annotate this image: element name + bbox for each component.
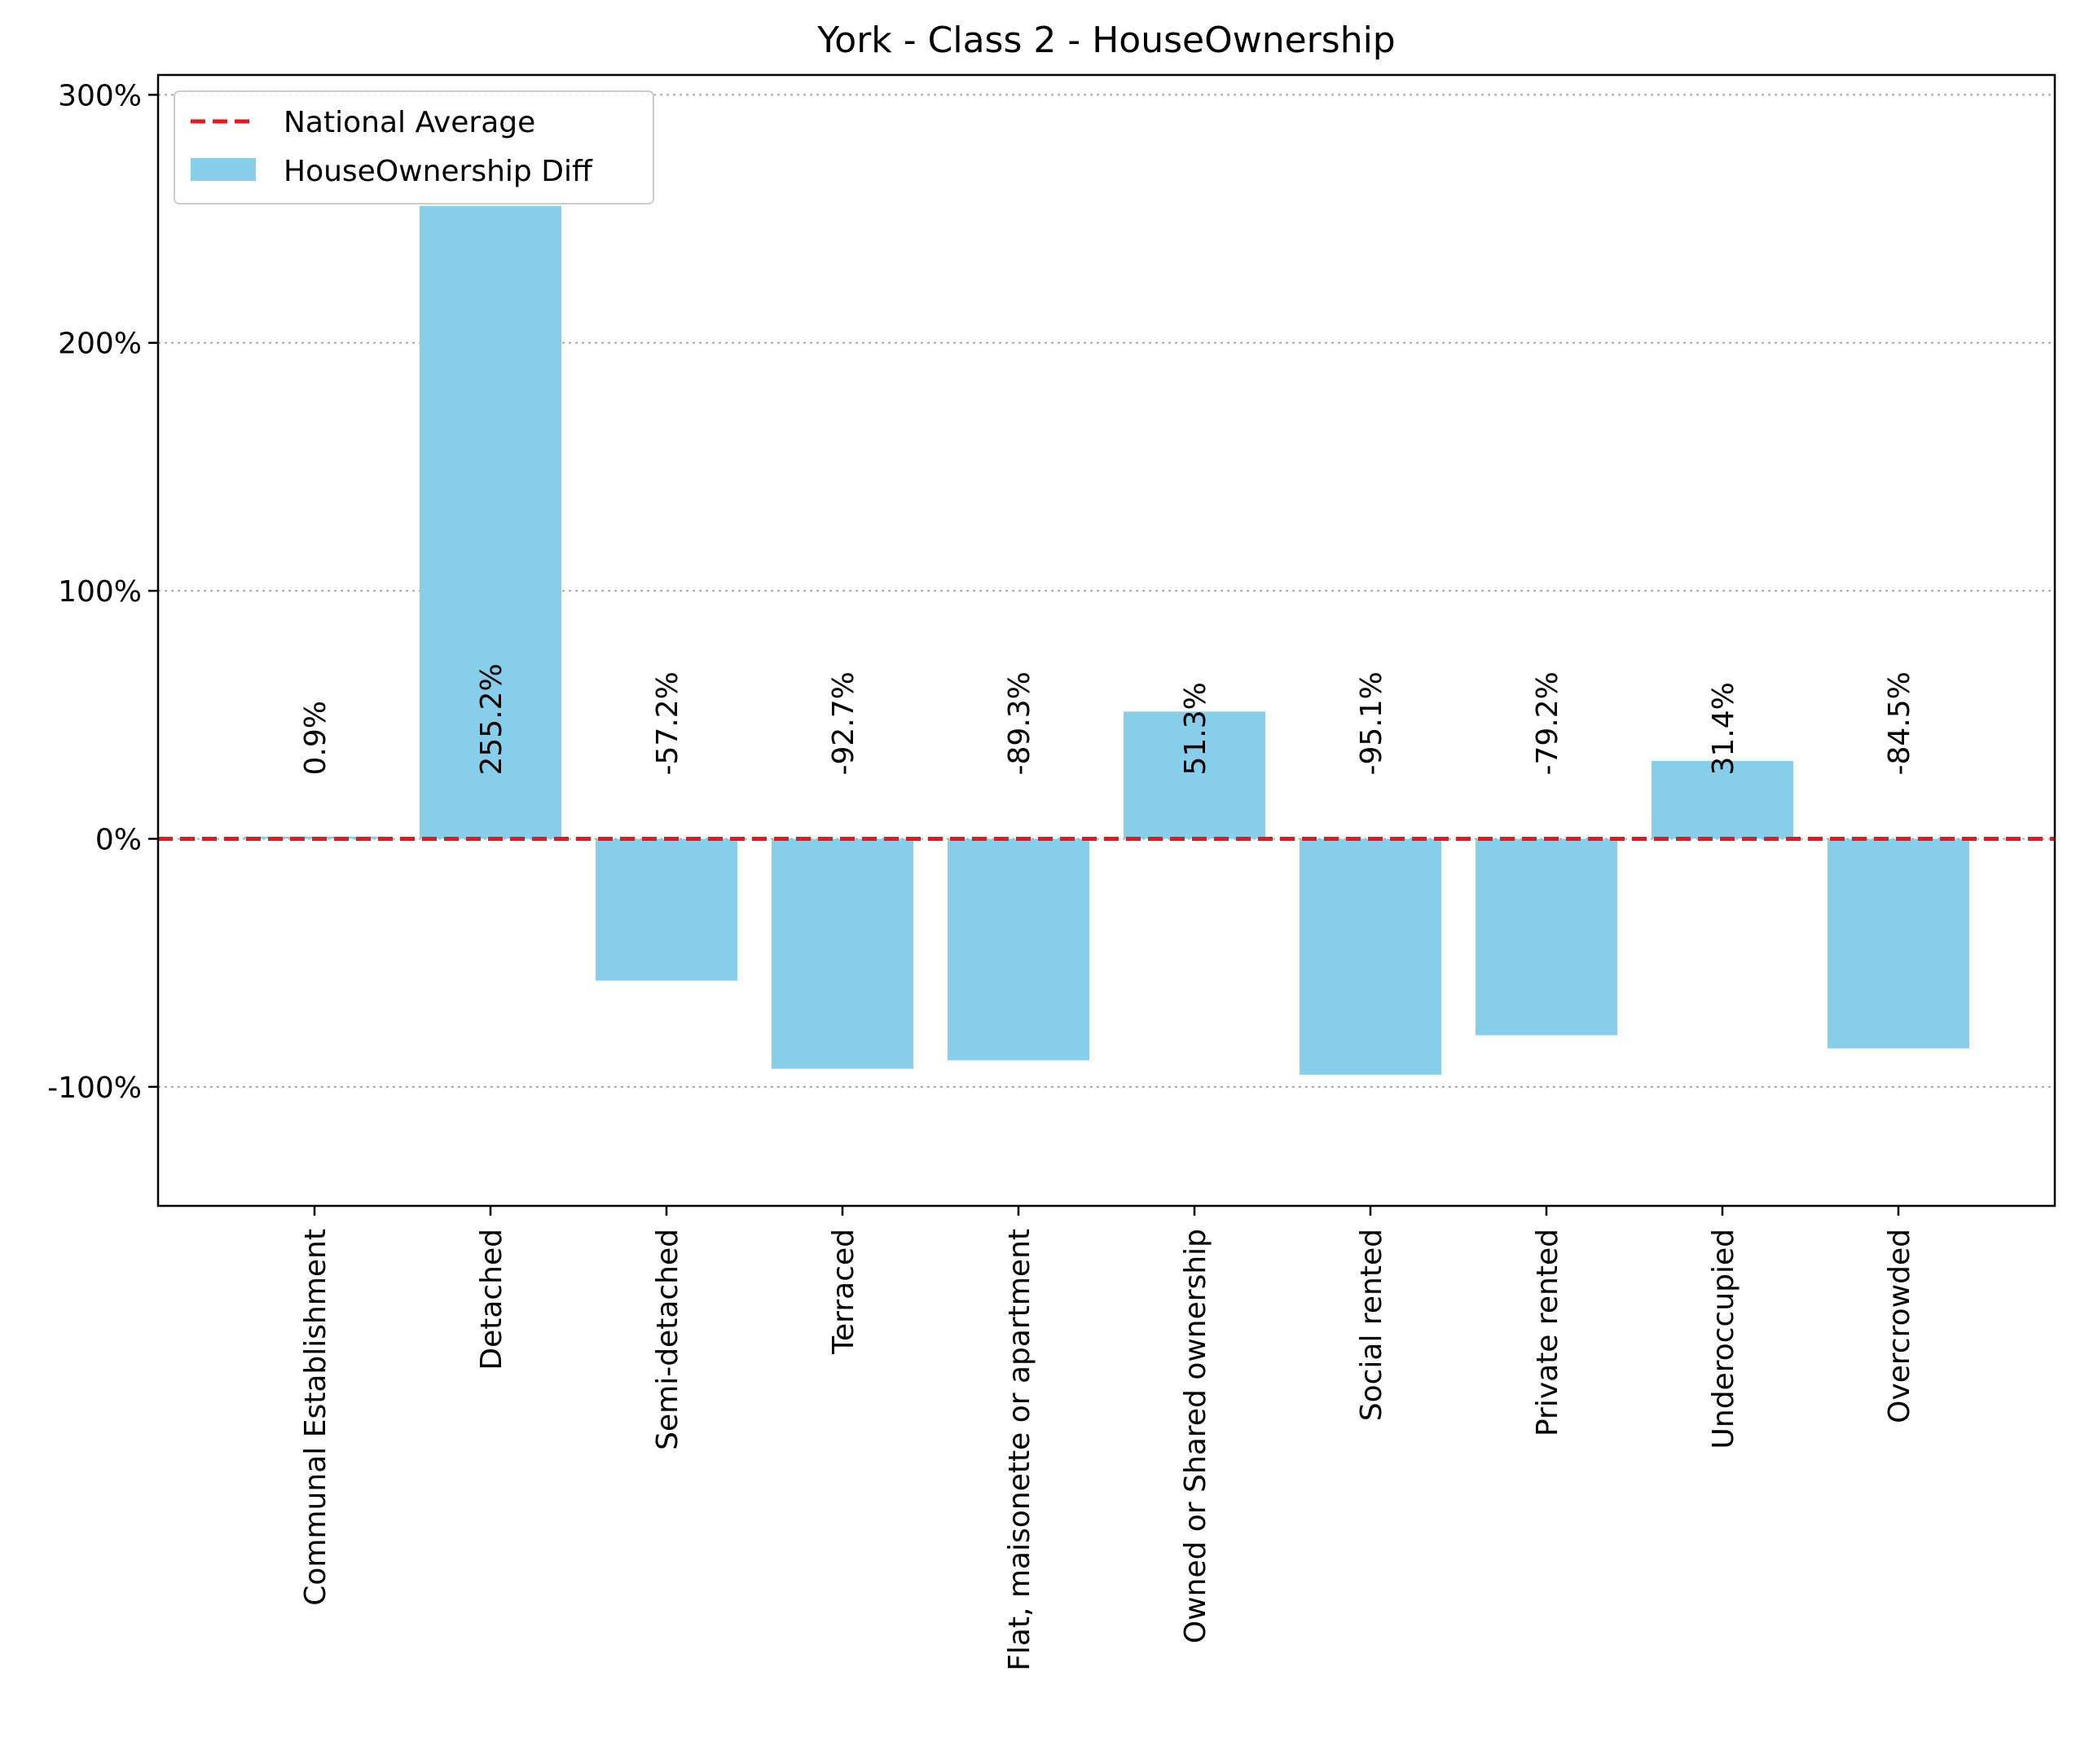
bar xyxy=(772,838,913,1069)
bar-value-label: -79.2% xyxy=(1531,671,1564,775)
bar-value-labels: 0.9% 255.2% -57.2% -92.7% -89.3% 51.3% -95.1% -… xyxy=(299,663,1916,775)
legend-bar-swatch xyxy=(191,158,256,181)
axes xyxy=(156,73,2056,1208)
bar xyxy=(1300,838,1441,1075)
y-tick-label: 200% xyxy=(58,328,142,361)
legend-label-series: HouseOwnership Diff xyxy=(284,155,593,188)
x-tick-label: Owned or Shared ownership xyxy=(1179,1229,1212,1643)
bar xyxy=(1827,838,1969,1049)
bar xyxy=(948,838,1089,1061)
bar xyxy=(1476,838,1617,1036)
bar-value-label: 31.4% xyxy=(1707,682,1740,775)
bar-value-label: 0.9% xyxy=(299,701,332,775)
chart-title: York - Class 2 - HouseOwnership xyxy=(816,20,1395,61)
plot-frame xyxy=(156,73,2056,1208)
y-tick-label: 0% xyxy=(95,824,142,857)
x-axis-ticks: Communal Establishment Detached Semi-detac… xyxy=(299,1206,1916,1671)
legend-box xyxy=(174,90,654,205)
bar-value-label: 51.3% xyxy=(1179,682,1212,775)
x-tick-label: Private rented xyxy=(1531,1229,1564,1436)
legend-label-reference: National Average xyxy=(284,106,535,139)
bar-value-label: 255.2% xyxy=(475,663,508,775)
bar-value-label: -95.1% xyxy=(1355,671,1388,775)
bar xyxy=(1652,760,1793,839)
bar-value-label: -57.2% xyxy=(651,671,684,775)
x-tick-label: Communal Establishment xyxy=(299,1229,332,1606)
bar xyxy=(420,205,561,839)
y-tick-label: 100% xyxy=(58,575,142,609)
x-tick-label: Terraced xyxy=(827,1229,860,1355)
y-tick-label: 300% xyxy=(58,79,142,112)
bar xyxy=(1124,711,1265,839)
bar-value-label: -92.7% xyxy=(827,671,860,775)
x-tick-label: Semi-detached xyxy=(651,1229,684,1450)
y-axis-ticks: -100% 0% 100% 200% 300% xyxy=(47,79,158,1105)
legend: National Average HouseOwnership Diff xyxy=(174,90,654,205)
x-tick-label: Overcrowded xyxy=(1883,1229,1916,1423)
bars xyxy=(244,205,1969,1075)
x-tick-label: Flat, maisonette or apartment xyxy=(1003,1229,1036,1671)
bar xyxy=(596,838,737,981)
x-tick-label: Detached xyxy=(475,1229,508,1370)
bar-value-label: -84.5% xyxy=(1883,671,1916,775)
x-tick-label: Underoccupied xyxy=(1707,1229,1740,1449)
bar-value-label: -89.3% xyxy=(1003,671,1036,775)
x-tick-label: Social rented xyxy=(1355,1229,1388,1421)
y-tick-label: -100% xyxy=(47,1071,142,1105)
